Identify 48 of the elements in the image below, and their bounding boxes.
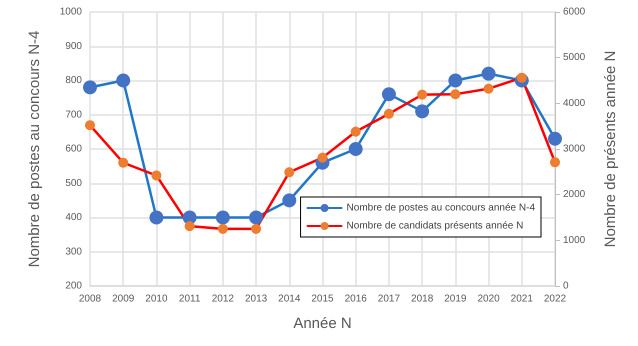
y-tick-label: 300 [65, 246, 82, 258]
y-axis-title: Nombre de postes au concours N-4 [26, 30, 43, 268]
x-tick-label: 2012 [212, 294, 234, 304]
point [216, 210, 230, 224]
y-tick-label: 700 [65, 109, 82, 120]
y-tick-label: 900 [65, 40, 82, 52]
y2-axis-title: Nombre de présents année N [602, 50, 619, 248]
x-axis-title: Année N [293, 315, 352, 332]
y2-tick-label: 0 [563, 280, 569, 292]
y-tick-label: 600 [65, 144, 82, 154]
point [548, 132, 562, 146]
x-tick-label: 2021 [510, 294, 534, 304]
y-tick-label: 200 [65, 280, 82, 292]
point [149, 210, 164, 224]
point [83, 80, 97, 94]
legend-label: Nombre de postes au concours année N-4 [346, 202, 536, 214]
point [282, 193, 296, 208]
x-tick-label: 2018 [411, 294, 434, 304]
x-tick-label: 2015 [311, 294, 334, 304]
y2-tick-label: 5000 [563, 52, 586, 64]
y-tick-label: 800 [65, 75, 82, 86]
y2-tick-label: 1000 [563, 234, 586, 246]
x-tick-label: 2017 [378, 294, 400, 304]
x-tick-label: 2013 [244, 294, 268, 304]
x-tick-label: 2010 [145, 294, 168, 304]
point [415, 104, 430, 118]
x-tick-label: 2008 [78, 294, 102, 304]
x-tick-label: 2014 [278, 294, 301, 304]
y2-tick-label: 6000 [563, 6, 586, 18]
point [448, 74, 462, 88]
y-tick-label: 1000 [60, 6, 82, 18]
x-tick-label: 2020 [477, 294, 500, 304]
legend-label: Nombre de candidats présents année N [346, 220, 524, 232]
point [382, 87, 396, 102]
x-tick-label: 2009 [112, 294, 135, 304]
point [249, 210, 264, 224]
point [482, 66, 496, 81]
point [116, 74, 130, 88]
x-tick-label: 2019 [444, 294, 467, 304]
x-tick-label: 2022 [544, 294, 567, 304]
y-tick-label: 400 [65, 212, 82, 223]
y2-tick-label: 3000 [563, 144, 586, 154]
y2-tick-label: 2000 [563, 189, 586, 200]
point [348, 142, 363, 156]
x-tick-label: 2016 [344, 294, 368, 304]
y2-tick-label: 4000 [563, 98, 586, 109]
y-tick-label: 500 [65, 178, 82, 189]
x-tick-label: 2011 [178, 294, 201, 304]
